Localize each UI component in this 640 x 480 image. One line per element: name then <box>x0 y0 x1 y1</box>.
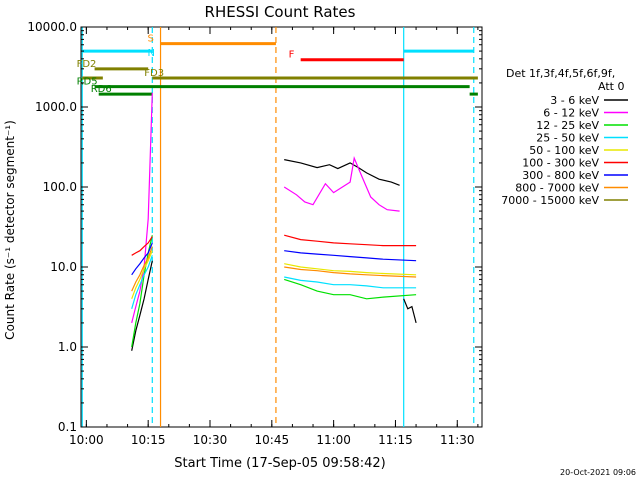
flag-label: F <box>289 50 295 61</box>
series-line <box>131 255 153 309</box>
series-line <box>284 278 417 300</box>
x-axis-label: Start Time (17-Sep-05 09:58:42) <box>174 456 385 471</box>
y-tick-label: 100.0 <box>43 180 77 194</box>
legend-label: 50 - 100 keV <box>529 144 599 157</box>
series-line <box>284 159 400 186</box>
x-tick-label: 11:30 <box>440 433 475 447</box>
x-tick-label: 11:15 <box>378 433 413 447</box>
legend-label: 7000 - 15000 keV <box>501 194 599 207</box>
legend-label: 100 - 300 keV <box>522 157 599 170</box>
legend-label: 6 - 12 keV <box>543 107 599 120</box>
x-tick-label: 10:30 <box>193 433 228 447</box>
legend-header: Att 0 <box>598 80 624 93</box>
chart-title: RHESSI Count Rates <box>205 3 356 21</box>
series-line <box>131 246 153 292</box>
legend-label: 3 - 6 keV <box>550 94 599 107</box>
x-tick-label: 10:45 <box>255 433 290 447</box>
flag-label: RD5 <box>77 77 98 88</box>
flag-label: FD3 <box>144 68 164 79</box>
legend-label: 800 - 7000 keV <box>515 182 599 195</box>
series-line <box>131 250 153 300</box>
series-line <box>284 276 417 289</box>
series-line <box>283 155 400 212</box>
flag-label: FD2 <box>77 59 97 70</box>
flag-label: N <box>148 48 155 59</box>
flag-label: RD6 <box>91 84 112 95</box>
y-axis-label: Count Rate (s⁻¹ detector segment⁻¹) <box>3 120 17 340</box>
series-line <box>131 260 153 351</box>
generated-timestamp: 20-Oct-2021 09:06 <box>560 468 636 477</box>
y-tick-label: 10000.0 <box>27 20 77 34</box>
legend-header: Det 1f,3f,4f,5f,6f,9f, <box>506 67 615 80</box>
series-line <box>284 266 417 278</box>
y-tick-label: 10.0 <box>50 260 77 274</box>
legend-label: 25 - 50 keV <box>536 132 599 145</box>
series-line <box>131 242 153 276</box>
series-line <box>131 236 153 256</box>
series-line <box>284 234 417 247</box>
legend-label: 300 - 800 keV <box>522 169 599 182</box>
x-tick-label: 10:15 <box>131 433 166 447</box>
y-tick-label: 1000.0 <box>35 100 77 114</box>
series-line <box>284 263 417 276</box>
plot-frame <box>80 26 483 428</box>
series-line <box>403 298 417 324</box>
x-tick-label: 10:00 <box>69 433 104 447</box>
y-tick-label: 1.0 <box>58 340 77 354</box>
legend-label: 12 - 25 keV <box>536 119 599 132</box>
flag-label: S <box>148 34 154 45</box>
x-tick-label: 11:00 <box>316 433 351 447</box>
series-line <box>284 250 417 262</box>
y-tick-label: 0.1 <box>58 420 77 434</box>
